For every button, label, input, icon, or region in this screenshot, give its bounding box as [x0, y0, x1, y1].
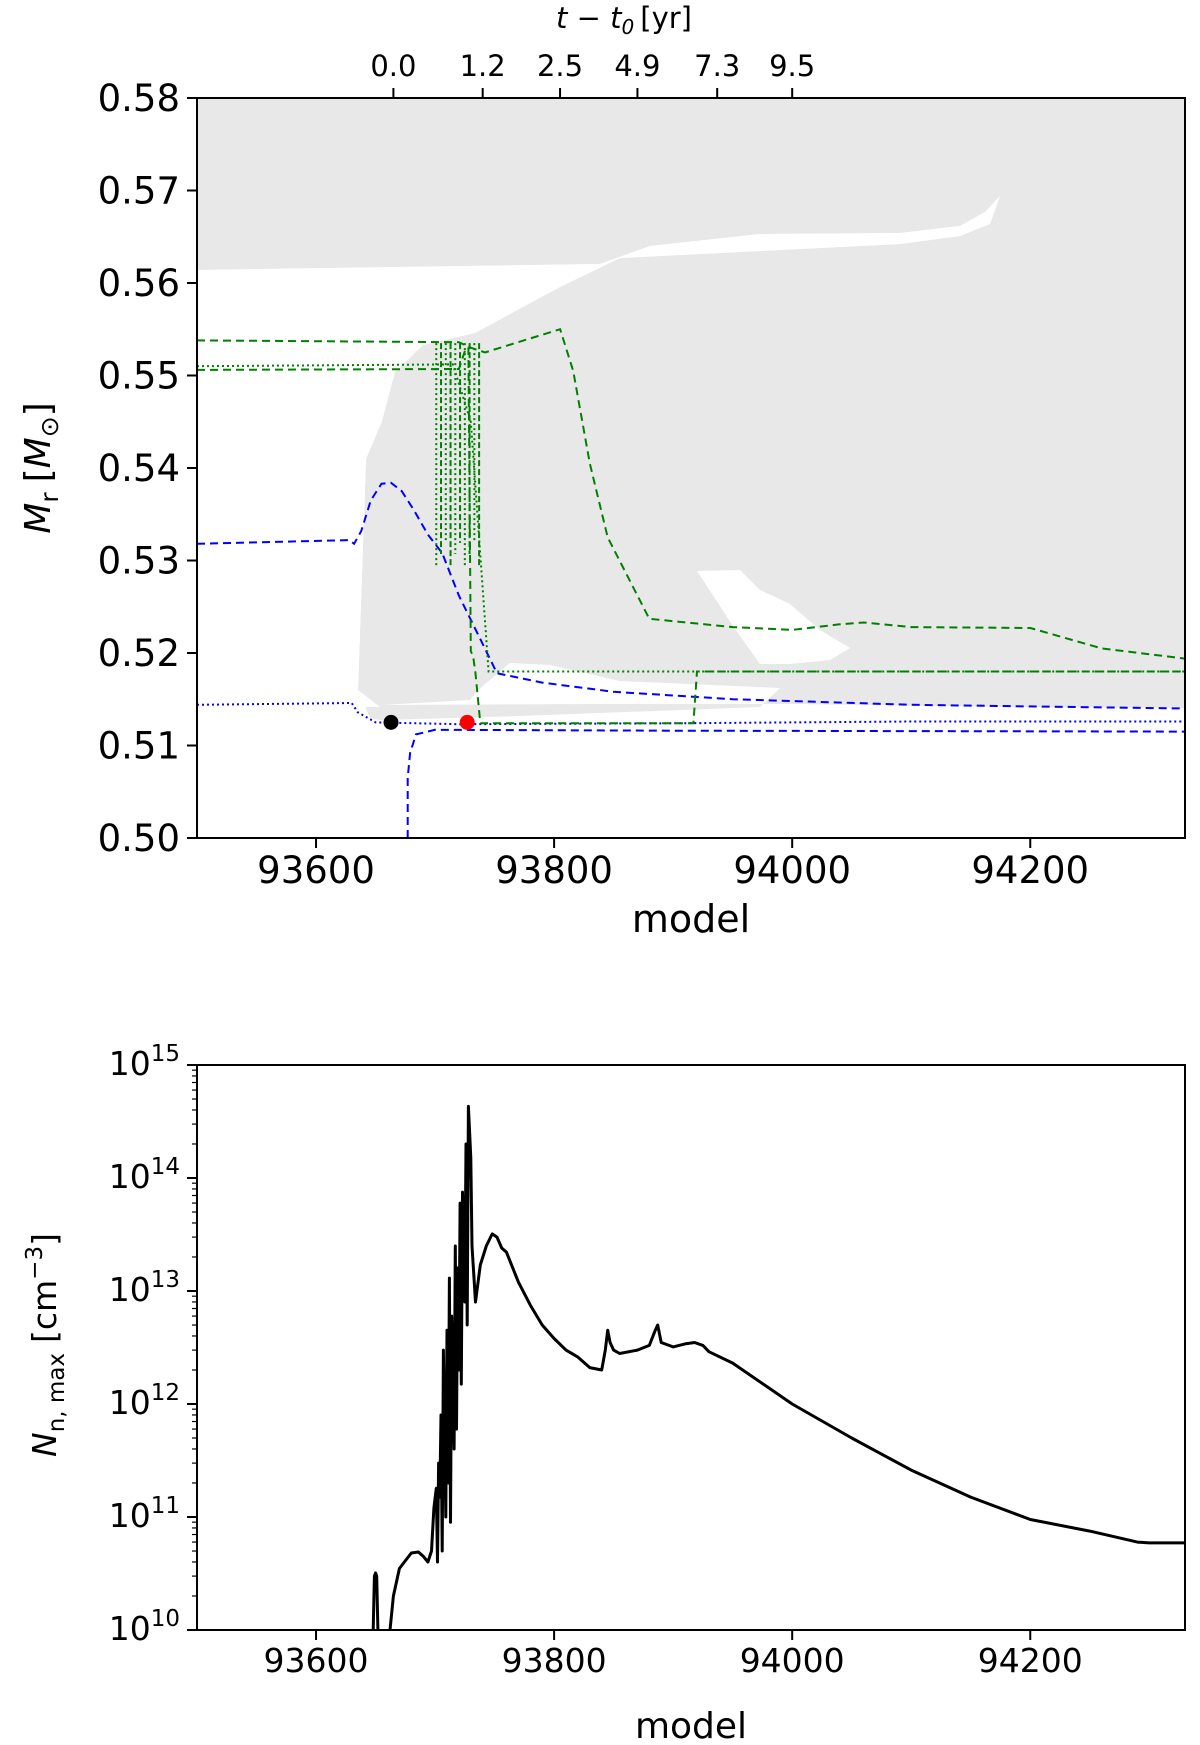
top-y-tick-label: 0.57 [98, 170, 180, 213]
bottom-y-tick-label: 1012 [109, 1380, 180, 1422]
top-secondary-axis-label: t − t0 [yr] [556, 1, 692, 39]
top-y-tick-label: 0.54 [98, 447, 180, 490]
top-secondary-tick-label: 9.5 [769, 49, 815, 83]
bottom-x-tick-label: 94000 [740, 1641, 845, 1680]
top-secondary-tick-label: 7.3 [694, 49, 740, 83]
green-spikes [435, 343, 481, 566]
bottom-y-tick-label: 1011 [109, 1493, 180, 1535]
bottom-y-tick-label: 1015 [109, 1041, 180, 1083]
top-x-tick-label: 93800 [495, 849, 613, 892]
convective-region-outer [197, 98, 1185, 838]
top-y-ticks: 0.50 0.51 0.52 0.53 0.54 0.55 0.56 0.57 0.58 [98, 77, 197, 860]
bottom-x-axis-label: model [635, 1706, 747, 1745]
top-x-tick-label: 94000 [733, 849, 851, 892]
top-y-tick-label: 0.55 [98, 355, 180, 398]
top-y-tick-label: 0.51 [98, 725, 180, 768]
bottom-y-tick-label: 1013 [109, 1267, 180, 1309]
top-secondary-tick-label: 0.0 [370, 49, 416, 83]
top-secondary-tick-label: 1.2 [460, 49, 506, 83]
convective-region-gap [197, 196, 1000, 707]
top-y-tick-label: 0.58 [98, 77, 180, 120]
top-secondary-tick-label: 4.9 [614, 49, 660, 83]
bottom-x-tick-label: 93800 [502, 1641, 607, 1680]
top-x-axis-label: model [632, 897, 750, 941]
bottom-panel: 1010 1011 1012 1013 1014 1015 93600 93800 94000… [22, 1041, 1186, 1745]
top-y-tick-label: 0.53 [98, 540, 180, 583]
bottom-x-tick-label: 94200 [978, 1641, 1083, 1680]
top-x-ticks: 93600 93800 94000 94200 [257, 838, 1089, 892]
convective-regions [197, 98, 1185, 838]
bottom-y-axis-label: Nn, max[cm−3] [22, 1233, 70, 1457]
convective-region-lower-pocket [697, 570, 850, 664]
bottom-y-tick-label: 1014 [109, 1154, 180, 1196]
bottom-series-line-1 [388, 1104, 1185, 1630]
top-series-line-3 [197, 327, 1185, 660]
top-series-line-4 [197, 346, 1185, 725]
top-secondary-tick-label: 2.5 [537, 49, 583, 83]
bottom-y-tick-label: 1010 [109, 1606, 180, 1648]
top-y-tick-label: 0.56 [98, 262, 180, 305]
top-series-line-2 [406, 728, 1185, 838]
bottom-y-ticks: 1010 1011 1012 1013 1014 1015 [109, 1041, 197, 1648]
top-y-tick-label: 0.50 [98, 817, 180, 860]
top-panel: 0.50 0.51 0.52 0.53 0.54 0.55 0.56 0.57 0.58 936… [18, 1, 1186, 941]
bottom-axes-frame [196, 1064, 1186, 1631]
top-x-tick-label: 94200 [971, 849, 1089, 892]
top-series-line-0 [197, 481, 1185, 710]
top-y-tick-label: 0.52 [98, 632, 180, 675]
bottom-series-line-0 [371, 1571, 380, 1630]
top-x-tick-label: 93600 [257, 849, 375, 892]
marker-1 [459, 714, 475, 730]
bottom-x-ticks: 93600 93800 94000 94200 [264, 1630, 1083, 1680]
bottom-x-tick-label: 93600 [264, 1641, 369, 1680]
top-y-axis-label: Mr[M⊙] [18, 402, 64, 533]
top-series-line-1 [197, 701, 1185, 726]
top-markers [383, 714, 475, 730]
top-secondary-x-ticks: 0.0 1.2 2.5 4.9 7.3 9.5 [370, 49, 815, 98]
marker-0 [383, 714, 399, 730]
bottom-series [371, 1104, 1185, 1630]
